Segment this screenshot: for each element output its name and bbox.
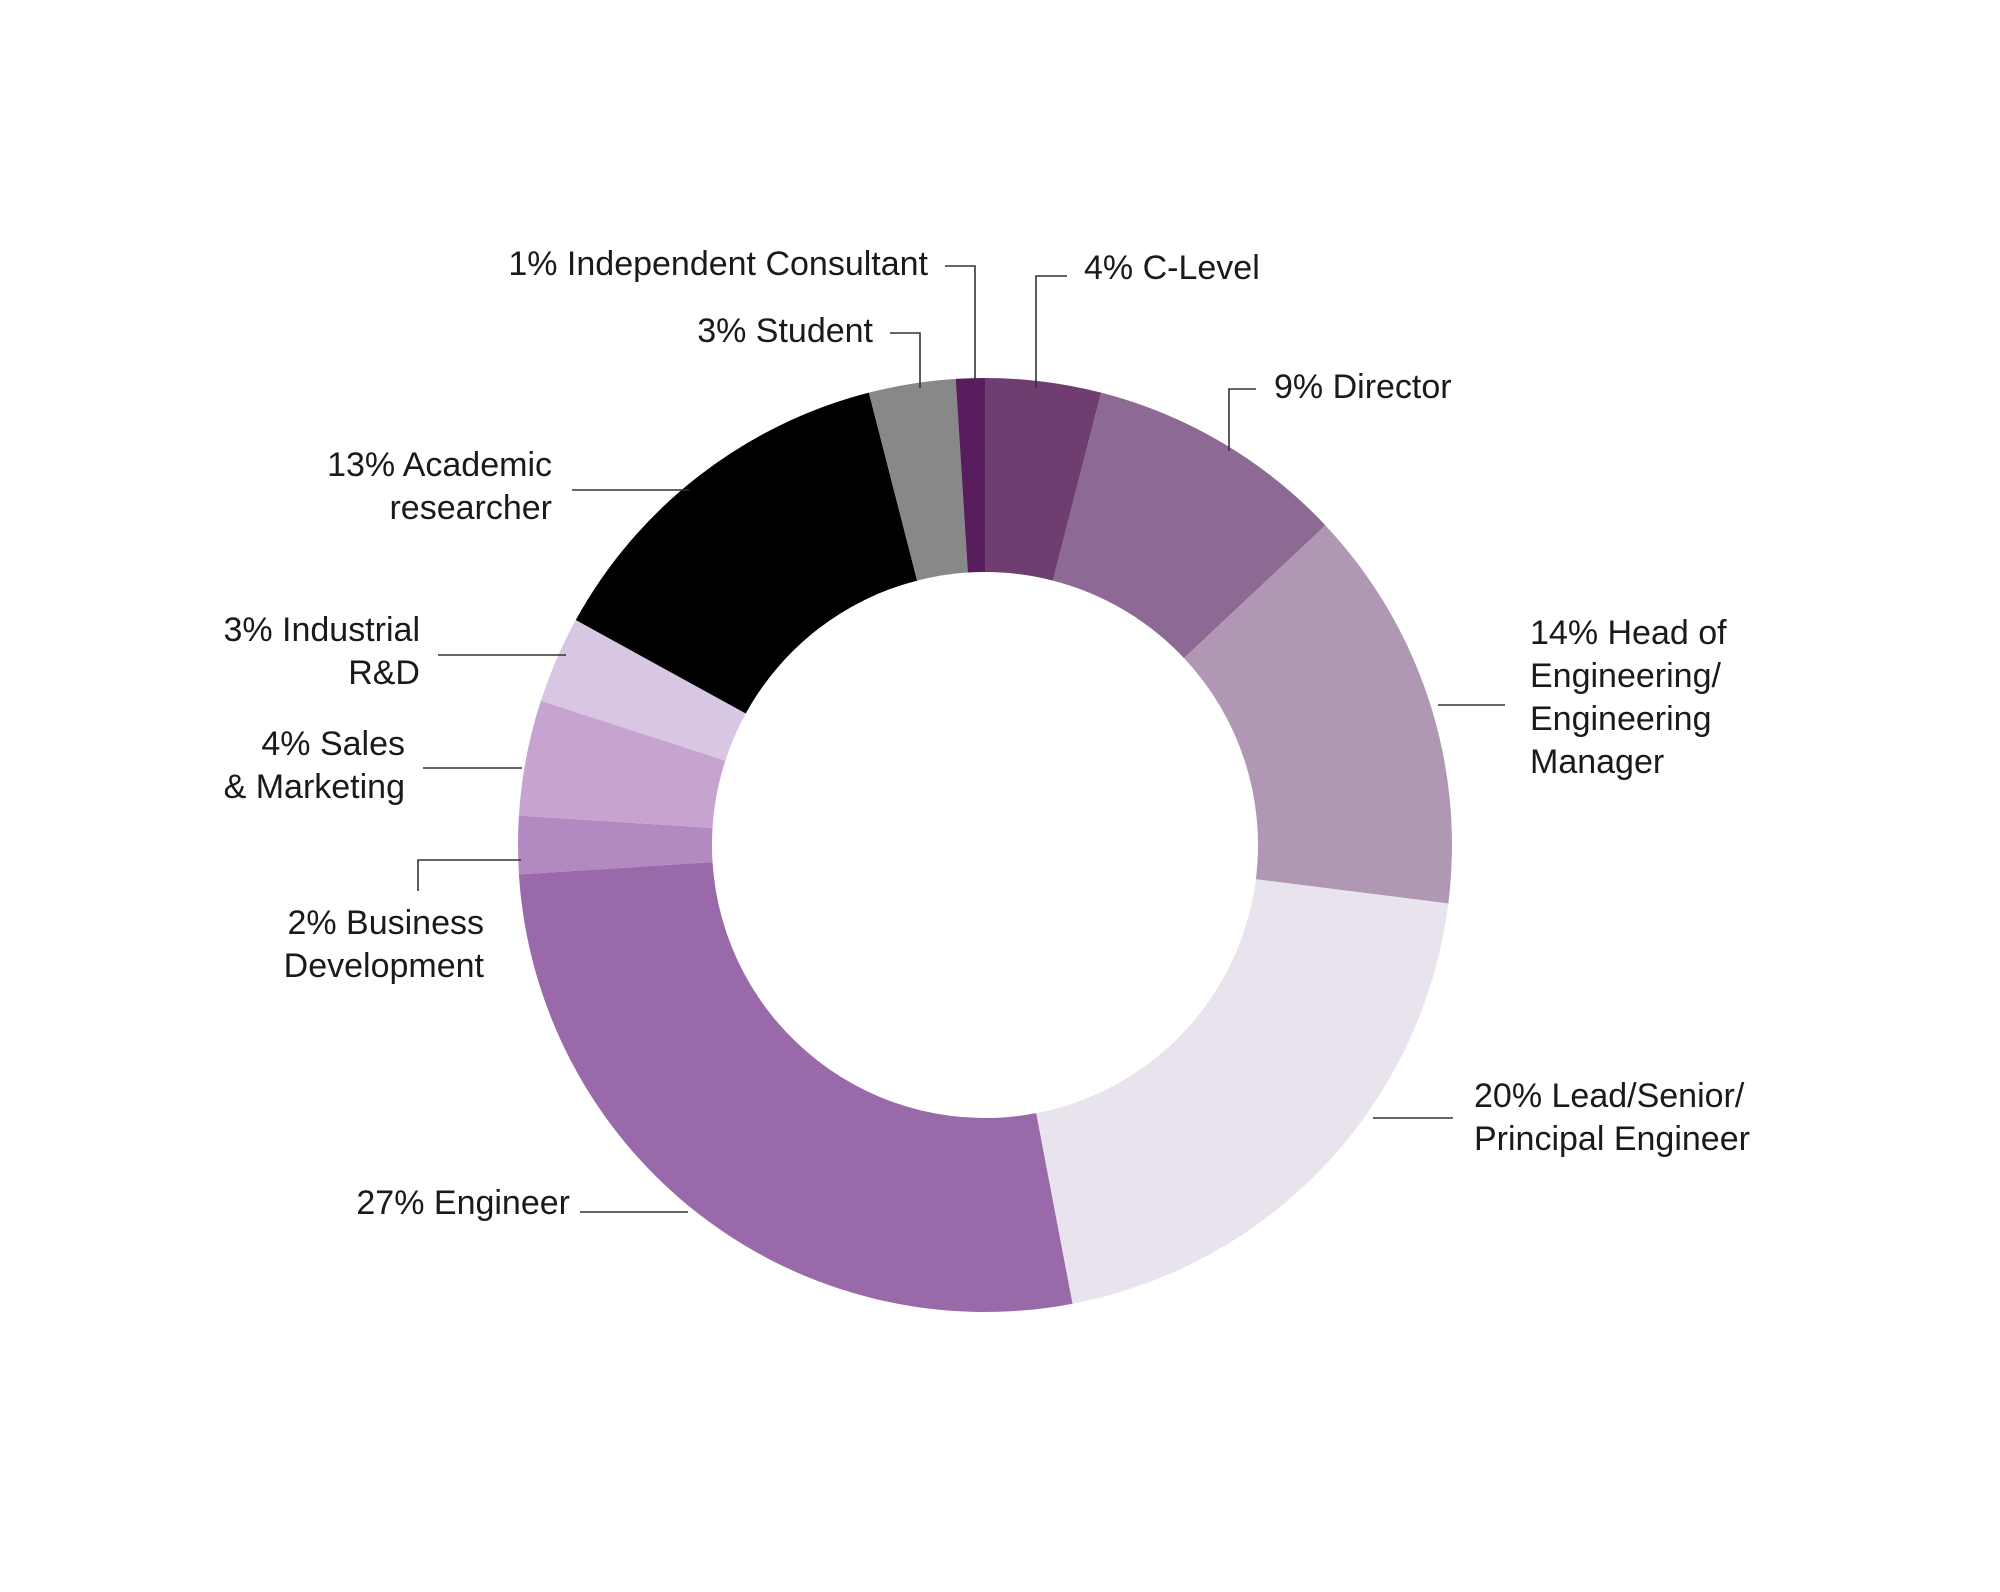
slice-label: 14% Head of Engineering/Engineering Manage… [1530,614,1727,781]
donut-slice [517,815,713,875]
slice-label-line: 14% Head of [1530,614,1727,652]
leader-line [945,265,976,379]
slice-label-line: 9% Director [1274,368,1452,406]
slice-label-line: Engineering [1530,700,1711,738]
slice-label-line: R&D [348,654,420,692]
slice-label: 4% Sales & Marketing [224,725,405,806]
slice-label: 2% Business Development [284,904,485,985]
slice-label-line: 4% C-Level [1084,249,1260,287]
donut-slice [1036,879,1449,1304]
donut-slice [540,620,746,761]
slice-label: 3% Industrial R&D [223,611,420,692]
slice-label-line: 20% Lead/Senior/ [1474,1077,1745,1115]
slice-label-line: 1% Independent Consultant [508,245,928,283]
leaders-layer [417,265,1505,1213]
slice-label-line: 2% Business [287,904,484,942]
slice-label-line: 4% Sales [261,725,405,763]
donut-slice [1184,525,1452,904]
slice-label-line: Manager [1530,743,1664,781]
slice-label-line: 27% Engineer [356,1184,570,1222]
slices-layer [517,378,1452,1312]
slice-label: 4% C-Level [1084,249,1260,287]
donut-slice [1052,392,1326,659]
leader-line [890,332,921,388]
slice-label-line: researcher [389,489,552,527]
slice-label-line: 3% Industrial [223,611,420,649]
slice-label-line: Principal Engineer [1474,1120,1750,1158]
slice-label-line: Development [284,947,485,985]
donut-slice [868,378,968,581]
slice-label: 1% Independent Consultant [508,245,928,283]
leader-line [1228,388,1256,451]
slice-label-line: 13% Academic [327,446,552,484]
slice-label-line: Engineering/ [1530,657,1721,695]
donut-slice [518,862,1073,1312]
slice-label: 9% Director [1274,368,1452,406]
slice-label: 3% Student [697,312,873,350]
donut-slice [518,700,726,828]
slice-label: 13% Academic researcher [327,446,552,527]
slice-label-line: 3% Student [697,312,873,350]
donut-slice [575,392,918,714]
donut-slice [985,378,1102,581]
slice-label-line: & Marketing [224,768,405,806]
slice-label: 27% Engineer [356,1184,570,1222]
leader-line [417,859,521,891]
donut-slice [955,378,985,573]
leader-line [1035,275,1067,388]
slice-label: 20% Lead/Senior/Principal Engineer [1474,1077,1750,1158]
labels-layer: 4% C-Level 9% Director 14% Head of Engineer… [223,245,1749,1222]
